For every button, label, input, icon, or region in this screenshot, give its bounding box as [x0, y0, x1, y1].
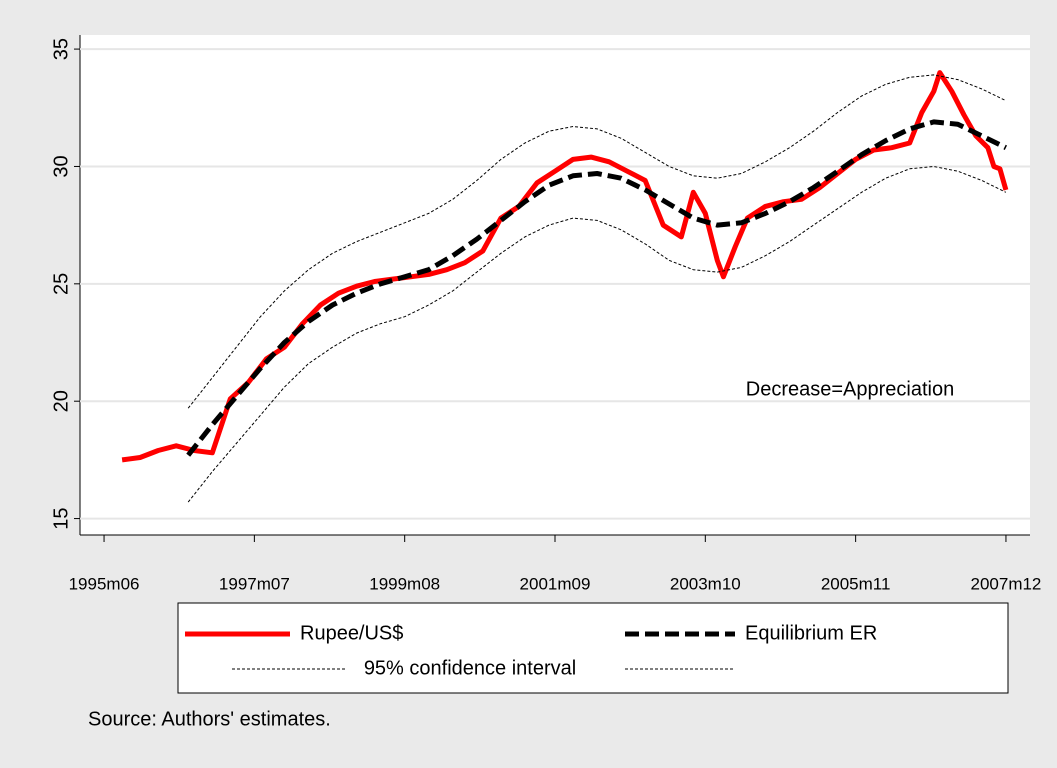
x-tick-label: 2005m11	[821, 574, 891, 593]
y-tick-label: 15	[50, 507, 72, 529]
x-tick-label: 2003m10	[670, 574, 741, 593]
x-tick-label: 1995m06	[69, 574, 140, 593]
note: Source: Authors' estimates.	[88, 708, 331, 730]
legend-label: Rupee/US$	[300, 622, 403, 644]
y-tick-label: 30	[50, 155, 72, 177]
x-tick-label: 1997m07	[219, 574, 290, 593]
annotation: Decrease=Appreciation	[746, 378, 954, 400]
y-tick-label: 25	[50, 273, 72, 295]
legend-label: Equilibrium ER	[745, 622, 877, 644]
y-tick-label: 20	[50, 390, 72, 412]
plot-region	[80, 35, 1030, 535]
series-line	[186, 119, 1008, 457]
legend	[177, 602, 1009, 694]
x-tick-label: 1999m08	[369, 574, 440, 593]
series-line	[121, 70, 1009, 463]
x-tick-label: 2007m12	[971, 574, 1042, 593]
legend-label: 95% confidence interval	[364, 657, 576, 679]
series-line-lower	[187, 166, 1007, 503]
series-line	[187, 74, 1007, 409]
x-tick-label: 2001m09	[520, 574, 591, 593]
y-tick-label: 35	[50, 38, 72, 60]
